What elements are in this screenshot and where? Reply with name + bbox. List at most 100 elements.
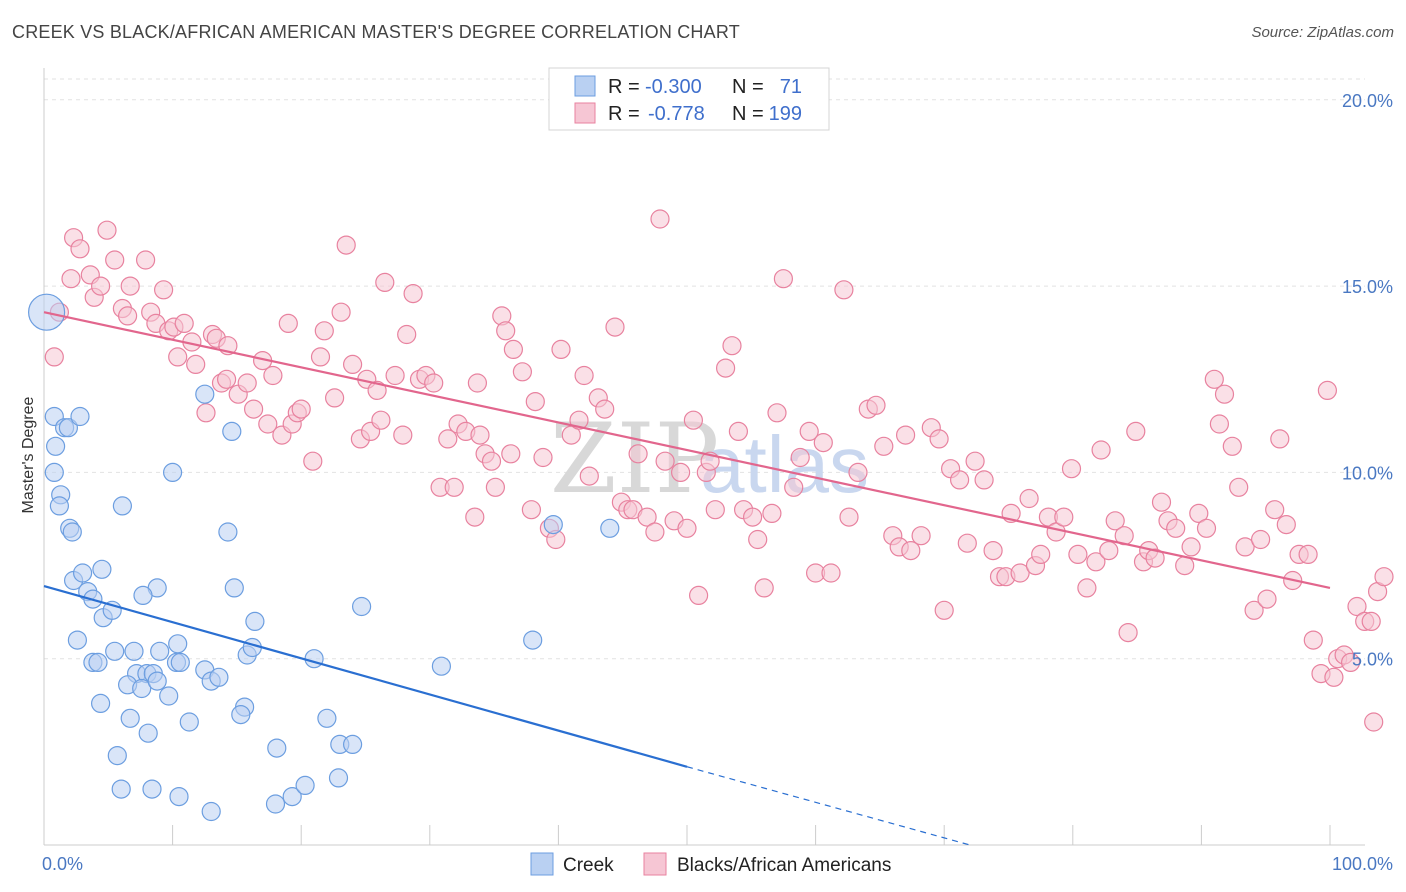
trend-lines: [43, 311, 1331, 846]
bottom-legend-creek: Creek: [563, 855, 614, 876]
legend-swatch-creek: [574, 75, 596, 97]
legend-n-label-black: N =: [732, 103, 764, 125]
data-point-black: [385, 365, 405, 386]
data-point-black: [424, 373, 444, 393]
data-point-black: [1209, 414, 1230, 434]
data-point-black: [117, 306, 138, 326]
data-point-black: [688, 585, 709, 606]
data-point-black: [512, 362, 533, 382]
data-point-black: [1175, 555, 1195, 576]
data-point-black: [485, 477, 505, 497]
data-point-creek: [352, 596, 372, 617]
data-point-black: [343, 354, 363, 374]
data-point-black: [61, 269, 81, 289]
data-point-black: [767, 403, 787, 423]
data-point-black: [1118, 622, 1138, 643]
data-point-black: [645, 522, 665, 542]
data-point-black: [1235, 537, 1255, 557]
data-point-black: [336, 235, 356, 255]
data-point-black: [1317, 380, 1338, 400]
data-point-creek: [317, 708, 337, 728]
data-point-creek: [44, 462, 64, 482]
data-point-black: [790, 447, 810, 468]
data-point-black: [683, 410, 704, 430]
data-point-black: [569, 410, 589, 430]
data-point-black: [525, 392, 545, 412]
data-point-black: [325, 388, 345, 408]
data-point-black: [1265, 500, 1285, 520]
data-point-creek: [49, 496, 70, 516]
bottom-legend-swatch-creek: [530, 852, 554, 876]
data-point-creek: [224, 578, 244, 598]
y-tick-label: 10.0%: [1342, 463, 1393, 483]
data-point-black: [186, 354, 206, 374]
data-point-black: [957, 533, 977, 553]
data-point-black: [1250, 529, 1271, 550]
data-point-creek: [267, 738, 287, 758]
data-point-creek: [168, 634, 188, 654]
data-point-creek: [245, 611, 265, 632]
data-point-black: [1077, 578, 1097, 598]
data-point-creek: [209, 667, 229, 687]
data-point-black: [579, 466, 599, 486]
data-point-black: [911, 526, 931, 546]
data-points: [27, 209, 1394, 822]
data-point-black: [773, 269, 794, 289]
data-point-black: [1126, 421, 1146, 441]
data-point-black: [467, 373, 487, 393]
data-point-creek: [543, 514, 563, 535]
data-point-creek: [124, 641, 144, 661]
data-point-black: [154, 280, 174, 300]
data-point-black: [1374, 567, 1394, 587]
chart-title: CREEK VS BLACK/AFRICAN AMERICAN MASTER'S…: [12, 22, 740, 42]
trend-line-black: [43, 311, 1331, 589]
data-point-creek: [92, 559, 112, 579]
data-point-creek: [242, 637, 262, 658]
data-point-black: [551, 339, 571, 359]
data-point-black: [1054, 507, 1074, 527]
data-point-black: [628, 444, 648, 464]
data-point-creek: [45, 436, 66, 456]
data-point-black: [799, 421, 819, 441]
data-point-creek: [218, 522, 238, 542]
data-point-black: [397, 324, 417, 345]
data-point-black: [677, 518, 697, 538]
data-point-black: [1086, 552, 1106, 572]
data-point-black: [874, 436, 894, 456]
legend-swatch-black: [574, 102, 596, 124]
data-point-black: [1151, 492, 1172, 512]
y-tick-label: 15.0%: [1342, 277, 1393, 297]
data-point-black: [754, 578, 774, 598]
data-point-black: [136, 250, 156, 270]
data-point-black: [403, 284, 423, 304]
data-point-black: [371, 410, 391, 430]
data-point-creek: [138, 723, 158, 743]
data-point-creek: [111, 779, 131, 799]
data-point-creek: [107, 745, 127, 766]
data-point-black: [934, 600, 954, 620]
data-point-black: [174, 313, 194, 333]
data-point-black: [1061, 459, 1082, 479]
data-point-black: [1361, 611, 1381, 632]
data-point-black: [866, 395, 886, 415]
data-point-creek: [169, 786, 189, 807]
data-point-black: [70, 239, 90, 259]
data-point-black: [728, 421, 749, 441]
data-point-black: [1298, 544, 1318, 565]
data-point-creek: [282, 786, 302, 807]
data-point-creek: [265, 794, 286, 814]
data-point-black: [742, 507, 763, 527]
data-point-black: [90, 276, 111, 296]
data-point-black: [278, 313, 298, 333]
data-point-black: [949, 470, 970, 490]
grid-lines: [44, 78, 1365, 660]
data-point-black: [1010, 563, 1030, 583]
data-point-creek: [431, 656, 451, 676]
data-point-black: [310, 347, 331, 367]
data-point-black: [670, 462, 691, 482]
data-point-creek: [231, 704, 251, 725]
legend-r-label-creek: R =: [608, 76, 640, 98]
data-point-black: [974, 470, 994, 490]
y-tick-label: 20.0%: [1342, 91, 1393, 111]
